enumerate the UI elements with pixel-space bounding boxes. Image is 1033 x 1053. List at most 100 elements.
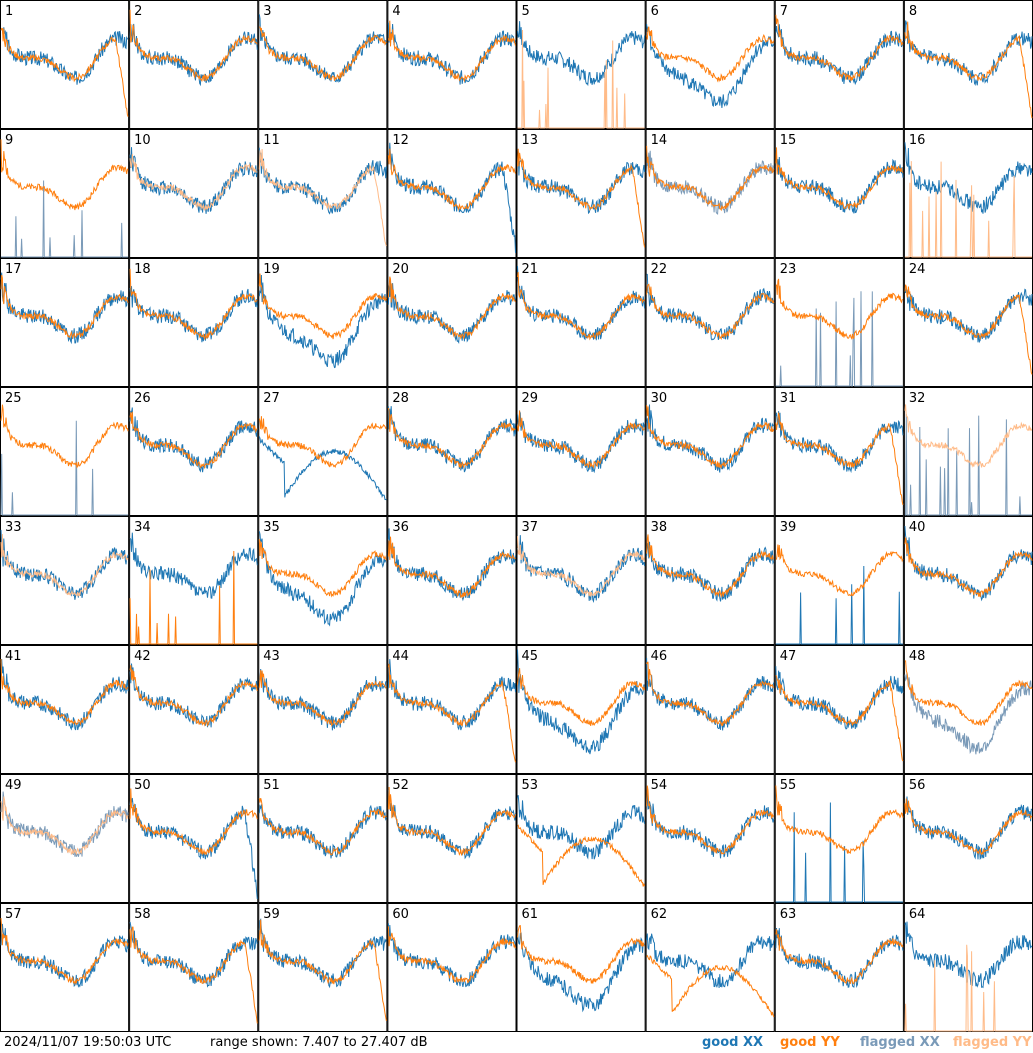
panel-frame: [645, 516, 775, 645]
series-yy-line: [775, 929, 904, 985]
series-yy-line: [387, 276, 516, 340]
series-xx-line: [387, 280, 516, 344]
panel-label: 44: [392, 649, 409, 664]
series-yy-line: [0, 796, 129, 856]
panel-frame: [258, 387, 388, 516]
panel-33: 33: [0, 516, 130, 645]
panel-label: 4: [392, 4, 400, 19]
series-xx-line: [258, 804, 387, 859]
series-xx-line: [904, 414, 1032, 516]
panel-63: 63: [774, 903, 904, 1032]
series-xx-line: [0, 272, 129, 345]
series-xx-line: [0, 791, 129, 857]
series-yy-line: [904, 404, 1033, 468]
series-yy-line: [258, 670, 387, 727]
panel-frame: [516, 516, 646, 645]
panel-label: 11: [263, 133, 280, 148]
series-xx-line: [517, 795, 646, 860]
panel-label: 41: [5, 649, 22, 664]
series-yy-line: [387, 407, 516, 470]
series-xx-line: [1, 180, 129, 258]
panel-frame: [129, 129, 259, 258]
series-yy-line: [387, 20, 516, 83]
panel-frame: [645, 645, 775, 774]
panel-11: 11: [258, 129, 388, 258]
panel-frame: [258, 903, 388, 1032]
panel-frame: [258, 258, 388, 387]
panel-frame: [774, 387, 904, 516]
series-yy-line: [258, 148, 387, 247]
panel-frame: [258, 0, 388, 129]
series-yy-line: [0, 658, 129, 727]
panel-13: 13: [516, 129, 646, 258]
panel-label: 16: [909, 133, 926, 148]
panel-36: 36: [387, 516, 517, 645]
panel-frame: [387, 774, 517, 903]
legend-flagged-yy: flagged YY: [953, 1035, 1032, 1050]
panel-frame: [645, 129, 775, 258]
panel-label: 47: [780, 649, 797, 664]
series-yy-line: [646, 785, 775, 855]
panel-label: 34: [134, 520, 151, 535]
panel-label: 25: [5, 391, 22, 406]
panel-frame: [258, 516, 388, 645]
panel-frame: [0, 774, 130, 903]
series-yy-line: [258, 539, 387, 598]
panel-17: 17: [0, 258, 130, 387]
series-xx-line: [258, 668, 387, 731]
panel-label: 13: [522, 133, 539, 148]
series-yy-line: [904, 944, 1032, 1032]
panel-12: 12: [387, 129, 517, 258]
series-xx-line: [387, 528, 516, 602]
series-yy-line: [904, 284, 1033, 375]
panel-frame: [0, 258, 130, 387]
panel-label: 55: [780, 778, 797, 793]
series-xx-line: [517, 649, 646, 755]
panel-frame: [903, 903, 1033, 1032]
panel-3: 3: [258, 0, 388, 129]
panel-9: 9: [0, 129, 130, 258]
series-yy-line: [517, 824, 646, 887]
panel-frame: [0, 129, 130, 258]
panel-frame: [774, 903, 904, 1032]
panel-1: 1: [0, 0, 130, 129]
panel-label: 36: [392, 520, 409, 535]
panel-label: 64: [909, 907, 926, 922]
panel-label: 14: [651, 133, 668, 148]
panel-label: 17: [5, 262, 22, 277]
panel-45: 45: [516, 645, 646, 774]
panel-5: 5: [516, 0, 646, 129]
panel-label: 29: [522, 391, 539, 406]
panel-label: 21: [522, 262, 539, 277]
series-xx-line: [775, 565, 903, 645]
series-xx-line: [517, 409, 646, 474]
footer: 2024/11/07 19:50:03 UTC range shown: 7.4…: [0, 1032, 1033, 1053]
series-yy-line: [258, 919, 387, 1021]
panel-label: 8: [909, 4, 917, 19]
series-xx-line: [775, 802, 903, 903]
panel-30: 30: [645, 387, 775, 516]
panel-53: 53: [516, 774, 646, 903]
panel-frame: [387, 645, 517, 774]
panel-60: 60: [387, 903, 517, 1032]
panel-29: 29: [516, 387, 646, 516]
panel-label: 46: [651, 649, 668, 664]
series-yy-line: [775, 278, 904, 340]
series-yy-line: [258, 273, 387, 340]
panel-frame: [774, 645, 904, 774]
panel-frame: [516, 903, 646, 1032]
panel-59: 59: [258, 903, 388, 1032]
panel-label: 23: [780, 262, 797, 277]
panel-label: 3: [263, 4, 271, 19]
panel-frame: [387, 516, 517, 645]
series-xx-line: [0, 27, 129, 85]
panel-frame: [387, 129, 517, 258]
series-yy-line: [646, 954, 775, 1018]
panel-21: 21: [516, 258, 646, 387]
series-xx-line: [258, 436, 387, 501]
series-xx-line: [258, 274, 387, 369]
series-xx-line: [646, 657, 775, 731]
panel-label: 15: [780, 133, 797, 148]
panel-label: 50: [134, 778, 151, 793]
panel-22: 22: [645, 258, 775, 387]
